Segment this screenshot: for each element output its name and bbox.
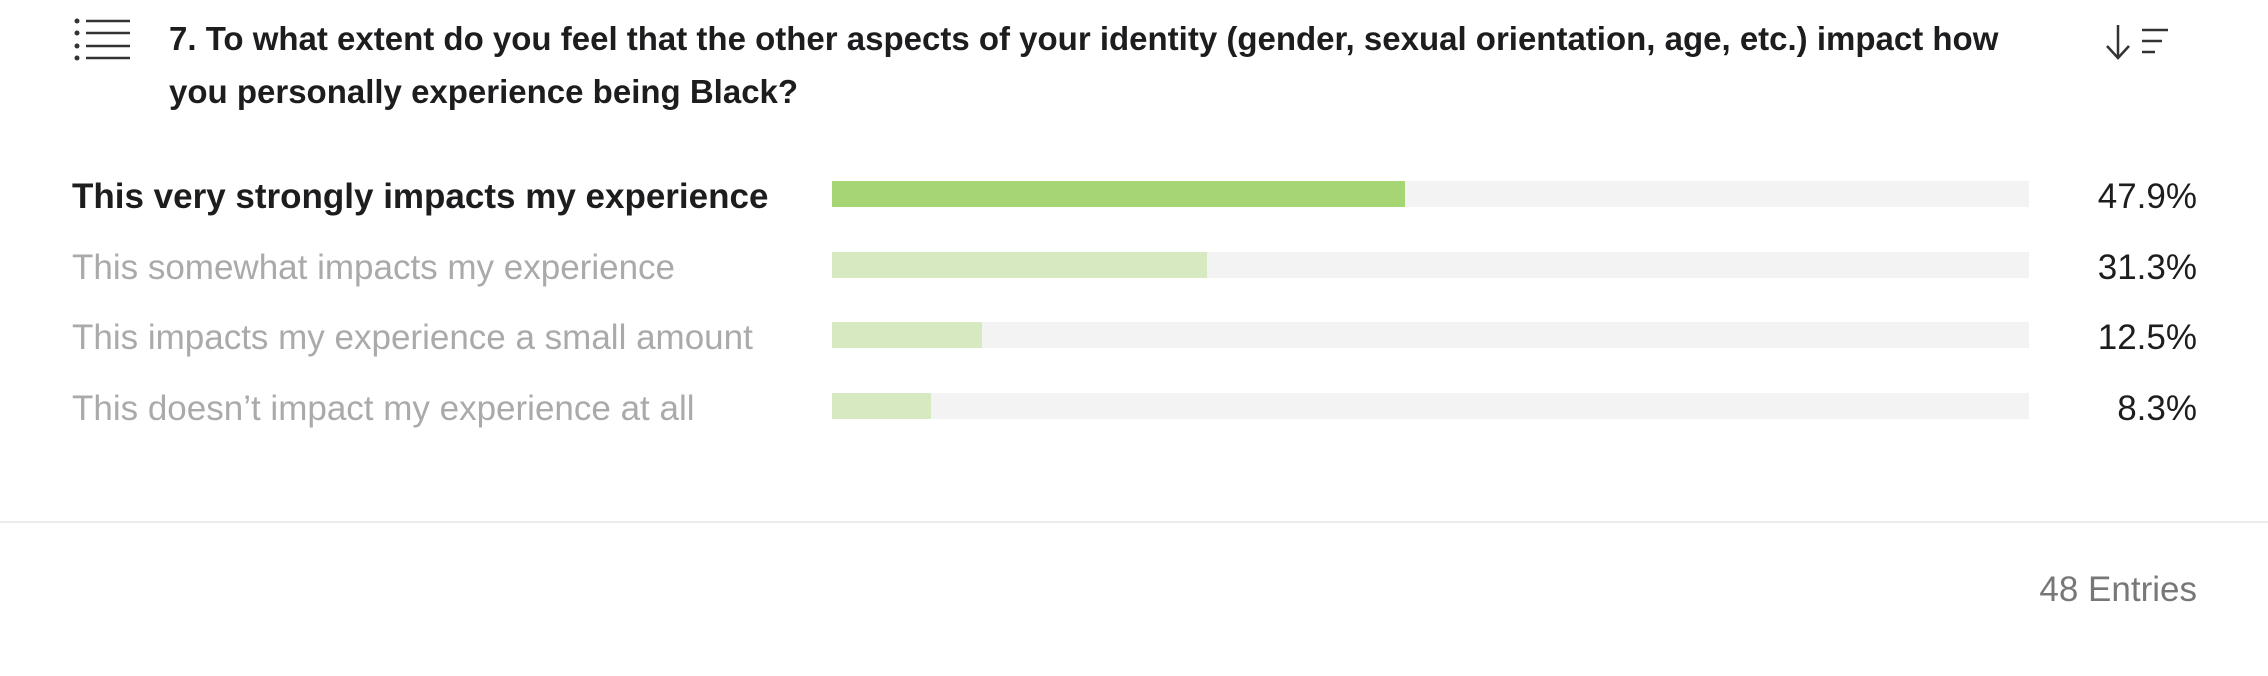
- entries-count: 48 Entries: [2039, 570, 2197, 609]
- bar: [832, 393, 932, 420]
- option-label: This somewhat impacts my experience: [72, 247, 675, 287]
- bar: [832, 251, 1207, 278]
- bar: [832, 322, 982, 349]
- bar-track: [832, 251, 2029, 278]
- bar-track: [832, 393, 2029, 420]
- option-label: This very strongly impacts my experience: [72, 177, 769, 216]
- percent-label: 12.5%: [2097, 318, 2197, 358]
- percent-label: 47.9%: [2097, 177, 2197, 216]
- question-title: 7. To what extent do you feel that the o…: [169, 20, 1999, 110]
- percent-label: 31.3%: [2097, 247, 2197, 287]
- bar-track: [832, 181, 2029, 207]
- bar: [832, 181, 1406, 207]
- list-icon: [74, 18, 130, 61]
- percent-label: 8.3%: [2117, 389, 2197, 429]
- option-label: This impacts my experience a small amoun…: [72, 318, 753, 358]
- sort-button[interactable]: [2102, 22, 2172, 62]
- divider: [0, 521, 2268, 523]
- bar-track: [832, 322, 2029, 349]
- option-label: This doesn’t impact my experience at all: [72, 389, 695, 429]
